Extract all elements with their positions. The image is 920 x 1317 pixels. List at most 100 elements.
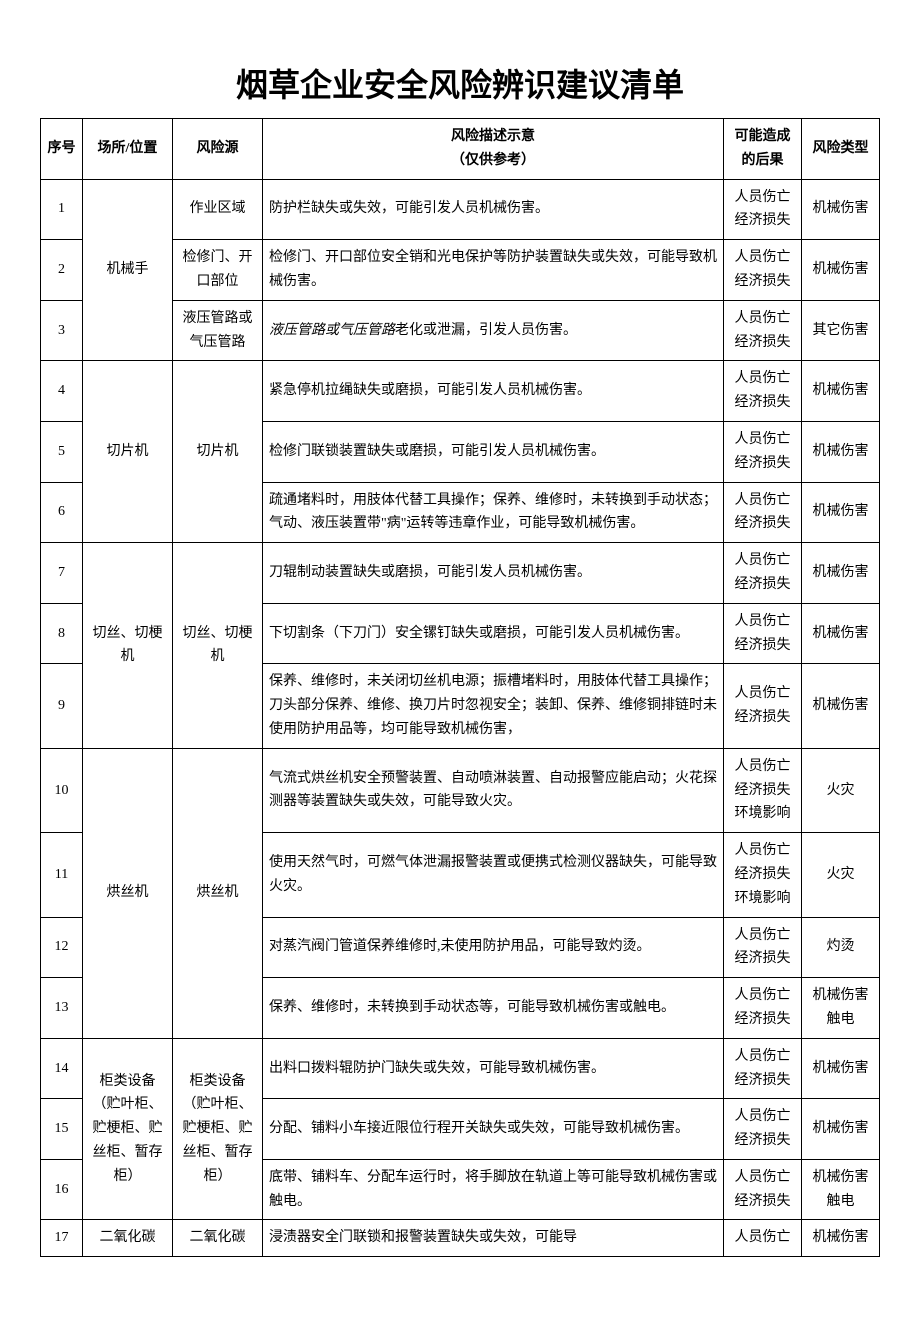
cell-seq: 2 (41, 240, 83, 301)
cell-loc: 柜类设备（贮叶柜、贮梗柜、贮丝柜、暂存柜） (83, 1038, 173, 1220)
cell-seq: 6 (41, 482, 83, 543)
cell-desc: 使用天然气时，可燃气体泄漏报警装置或便携式检测仪器缺失，可能导致火灾。 (263, 833, 724, 917)
cell-cons: 人员伤亡 经济损失 (724, 978, 802, 1039)
cell-desc: 液压管路或气压管路老化或泄漏，引发人员伤害。 (263, 300, 724, 361)
cell-loc: 切片机 (83, 361, 173, 543)
col-header-type: 风险类型 (802, 119, 880, 180)
cell-loc: 二氧化碳 (83, 1220, 173, 1257)
cell-src: 二氧化碳 (173, 1220, 263, 1257)
cell-cons: 人员伤亡 经济损失 (724, 664, 802, 748)
cell-cons: 人员伤亡 经济损失 (724, 421, 802, 482)
cell-src: 烘丝机 (173, 748, 263, 1038)
cell-type: 机械伤害 (802, 1099, 880, 1160)
risk-table: 序号 场所/位置 风险源 风险描述示意 （仅供参考） 可能造成的后果 风险类型 … (40, 118, 880, 1257)
cell-desc: 疏通堵料时，用肢体代替工具操作；保养、维修时，未转换到手动状态；气动、液压装置带… (263, 482, 724, 543)
cell-desc: 下切割条（下刀门）安全镙钉缺失或磨损，可能引发人员机械伤害。 (263, 603, 724, 664)
cell-desc: 对蒸汽阀门管道保养维修时,未使用防护用品，可能导致灼烫。 (263, 917, 724, 978)
cell-cons: 人员伤亡 经济损失 (724, 543, 802, 604)
col-header-desc-line2: （仅供参考） (269, 149, 717, 173)
cell-seq: 14 (41, 1038, 83, 1099)
table-row: 10烘丝机烘丝机气流式烘丝机安全预警装置、自动喷淋装置、自动报警应能启动；火花探… (41, 748, 880, 832)
cell-loc: 烘丝机 (83, 748, 173, 1038)
col-header-cons: 可能造成的后果 (724, 119, 802, 180)
col-header-loc: 场所/位置 (83, 119, 173, 180)
cell-seq: 8 (41, 603, 83, 664)
cell-type: 机械伤害 (802, 603, 880, 664)
cell-cons: 人员伤亡 经济损失 (724, 1099, 802, 1160)
cell-type: 机械伤害 (802, 361, 880, 422)
cell-desc: 刀辊制动装置缺失或磨损，可能引发人员机械伤害。 (263, 543, 724, 604)
table-row: 1机械手作业区域防护栏缺失或失效，可能引发人员机械伤害。人员伤亡 经济损失机械伤… (41, 179, 880, 240)
cell-desc: 浸渍器安全门联锁和报警装置缺失或失效，可能导 (263, 1220, 724, 1257)
col-header-seq: 序号 (41, 119, 83, 180)
cell-type: 机械伤害 (802, 1220, 880, 1257)
cell-seq: 11 (41, 833, 83, 917)
col-header-src: 风险源 (173, 119, 263, 180)
cell-desc: 保养、维修时，未转换到手动状态等，可能导致机械伤害或触电。 (263, 978, 724, 1039)
cell-seq: 12 (41, 917, 83, 978)
cell-type: 机械伤害 触电 (802, 978, 880, 1039)
cell-seq: 1 (41, 179, 83, 240)
cell-seq: 3 (41, 300, 83, 361)
cell-src: 切丝、切梗机 (173, 543, 263, 749)
cell-type: 火灾 (802, 833, 880, 917)
desc-italic: 液压管路或气压管路 (269, 323, 395, 338)
col-header-desc-line1: 风险描述示意 (269, 125, 717, 149)
cell-type: 灼烫 (802, 917, 880, 978)
cell-type: 机械伤害 (802, 240, 880, 301)
cell-cons: 人员伤亡 经济损失 环境影响 (724, 833, 802, 917)
cell-desc: 底带、铺料车、分配车运行时，将手脚放在轨道上等可能导致机械伤害或触电。 (263, 1159, 724, 1220)
cell-src: 液压管路或气压管路 (173, 300, 263, 361)
cell-desc: 检修门联锁装置缺失或磨损，可能引发人员机械伤害。 (263, 421, 724, 482)
cell-src: 检修门、开口部位 (173, 240, 263, 301)
cell-src: 柜类设备（贮叶柜、贮梗柜、贮丝柜、暂存柜） (173, 1038, 263, 1220)
cell-type: 火灾 (802, 748, 880, 832)
cell-seq: 5 (41, 421, 83, 482)
cell-type: 其它伤害 (802, 300, 880, 361)
cell-loc: 切丝、切梗机 (83, 543, 173, 749)
cell-src: 切片机 (173, 361, 263, 543)
cell-desc: 防护栏缺失或失效，可能引发人员机械伤害。 (263, 179, 724, 240)
cell-cons: 人员伤亡 经济损失 (724, 240, 802, 301)
cell-cons: 人员伤亡 经济损失 (724, 603, 802, 664)
cell-seq: 7 (41, 543, 83, 604)
cell-cons: 人员伤亡 经济损失 (724, 1038, 802, 1099)
cell-seq: 10 (41, 748, 83, 832)
cell-src: 作业区域 (173, 179, 263, 240)
cell-seq: 16 (41, 1159, 83, 1220)
cell-cons: 人员伤亡 经济损失 环境影响 (724, 748, 802, 832)
cell-desc: 保养、维修时，未关闭切丝机电源；振槽堵料时，用肢体代替工具操作；刀头部分保养、维… (263, 664, 724, 748)
cell-seq: 17 (41, 1220, 83, 1257)
cell-cons: 人员伤亡 经济损失 (724, 917, 802, 978)
cell-cons: 人员伤亡 经济损失 (724, 179, 802, 240)
cell-type: 机械伤害 (802, 1038, 880, 1099)
cell-type: 机械伤害 (802, 421, 880, 482)
cell-desc: 检修门、开口部位安全销和光电保护等防护装置缺失或失效，可能导致机械伤害。 (263, 240, 724, 301)
cell-seq: 15 (41, 1099, 83, 1160)
cell-desc: 出料口拨料辊防护门缺失或失效，可能导致机械伤害。 (263, 1038, 724, 1099)
cell-type: 机械伤害 (802, 664, 880, 748)
cell-loc: 机械手 (83, 179, 173, 361)
cell-seq: 4 (41, 361, 83, 422)
cell-cons: 人员伤亡 经济损失 (724, 300, 802, 361)
cell-seq: 13 (41, 978, 83, 1039)
table-row: 14柜类设备（贮叶柜、贮梗柜、贮丝柜、暂存柜）柜类设备（贮叶柜、贮梗柜、贮丝柜、… (41, 1038, 880, 1099)
cell-cons: 人员伤亡 经济损失 (724, 1159, 802, 1220)
page-title: 烟草企业安全风险辨识建议清单 (40, 60, 880, 106)
table-row: 7切丝、切梗机切丝、切梗机刀辊制动装置缺失或磨损，可能引发人员机械伤害。人员伤亡… (41, 543, 880, 604)
table-row: 4切片机切片机紧急停机拉绳缺失或磨损，可能引发人员机械伤害。人员伤亡 经济损失机… (41, 361, 880, 422)
cell-desc: 分配、铺料小车接近限位行程开关缺失或失效，可能导致机械伤害。 (263, 1099, 724, 1160)
table-row: 17二氧化碳二氧化碳浸渍器安全门联锁和报警装置缺失或失效，可能导人员伤亡机械伤害 (41, 1220, 880, 1257)
cell-desc: 紧急停机拉绳缺失或磨损，可能引发人员机械伤害。 (263, 361, 724, 422)
cell-cons: 人员伤亡 经济损失 (724, 482, 802, 543)
col-header-desc: 风险描述示意 （仅供参考） (263, 119, 724, 180)
cell-type: 机械伤害 (802, 179, 880, 240)
cell-desc: 气流式烘丝机安全预警装置、自动喷淋装置、自动报警应能启动；火花探测器等装置缺失或… (263, 748, 724, 832)
cell-type: 机械伤害 触电 (802, 1159, 880, 1220)
cell-seq: 9 (41, 664, 83, 748)
table-header-row: 序号 场所/位置 风险源 风险描述示意 （仅供参考） 可能造成的后果 风险类型 (41, 119, 880, 180)
cell-type: 机械伤害 (802, 543, 880, 604)
cell-type: 机械伤害 (802, 482, 880, 543)
cell-cons: 人员伤亡 (724, 1220, 802, 1257)
cell-cons: 人员伤亡 经济损失 (724, 361, 802, 422)
